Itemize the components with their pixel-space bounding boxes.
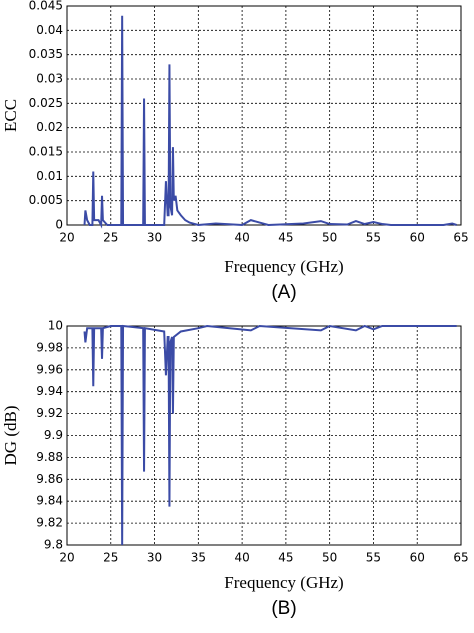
y-tick-label: 9.98 (36, 340, 63, 354)
y-tick-label: 0.005 (29, 193, 63, 207)
x-axis-title: Frequency (GHz) (224, 257, 343, 276)
y-tick-label: 0.035 (29, 47, 63, 61)
x-tick-label: 30 (147, 231, 162, 245)
data-line (83, 324, 457, 546)
y-tick-label: 9.94 (36, 384, 63, 398)
x-tick-label: 35 (191, 231, 206, 245)
plot-frame (66, 5, 462, 226)
y-axis-title: DG (dB) (1, 406, 20, 466)
x-tick-label: 60 (410, 231, 425, 245)
x-tick-label: 65 (453, 231, 468, 245)
y-tick-label: 9.82 (36, 516, 63, 530)
x-tick-label: 25 (103, 551, 118, 565)
y-tick-label: 9.9 (44, 428, 63, 442)
x-axis-title: Frequency (GHz) (224, 573, 343, 592)
x-tick-label: 55 (366, 231, 381, 245)
y-tick-label: 10 (48, 319, 63, 333)
x-tick-label: 20 (59, 231, 74, 245)
x-tick-label: 40 (234, 551, 249, 565)
x-tick-label: 40 (234, 231, 249, 245)
y-tick-label: 0.01 (36, 169, 63, 183)
y-tick-label: 9.84 (36, 494, 63, 508)
x-tick-label: 65 (453, 551, 468, 565)
y-tick-label: 0.02 (36, 120, 63, 134)
y-tick-label: 0.025 (29, 96, 63, 110)
x-tick-label: 30 (147, 551, 162, 565)
y-tick-label: 0.045 (29, 0, 63, 13)
x-tick-label: 45 (278, 231, 293, 245)
x-tick-label: 45 (278, 551, 293, 565)
y-tick-label: 0 (55, 218, 63, 232)
y-tick-label: 9.86 (36, 472, 63, 486)
x-tick-label: 35 (191, 551, 206, 565)
x-tick-label: 60 (410, 551, 425, 565)
y-tick-label: 0.03 (36, 72, 63, 86)
y-tick-label: 9.8 (44, 538, 63, 552)
x-tick-label: 50 (322, 551, 337, 565)
caption: (B) (271, 598, 296, 619)
y-axis-title: ECC (1, 99, 20, 132)
y-tick-label: 9.96 (36, 362, 63, 376)
x-tick-label: 20 (59, 551, 74, 565)
y-tick-label: 9.88 (36, 450, 63, 464)
x-tick-label: 25 (103, 231, 118, 245)
y-tick-label: 0.04 (36, 23, 63, 37)
x-tick-label: 55 (366, 551, 381, 565)
data-line (83, 15, 457, 229)
y-tick-label: 9.92 (36, 406, 63, 420)
y-tick-label: 0.015 (29, 145, 63, 159)
caption: (A) (271, 282, 296, 303)
x-tick-label: 50 (322, 231, 337, 245)
